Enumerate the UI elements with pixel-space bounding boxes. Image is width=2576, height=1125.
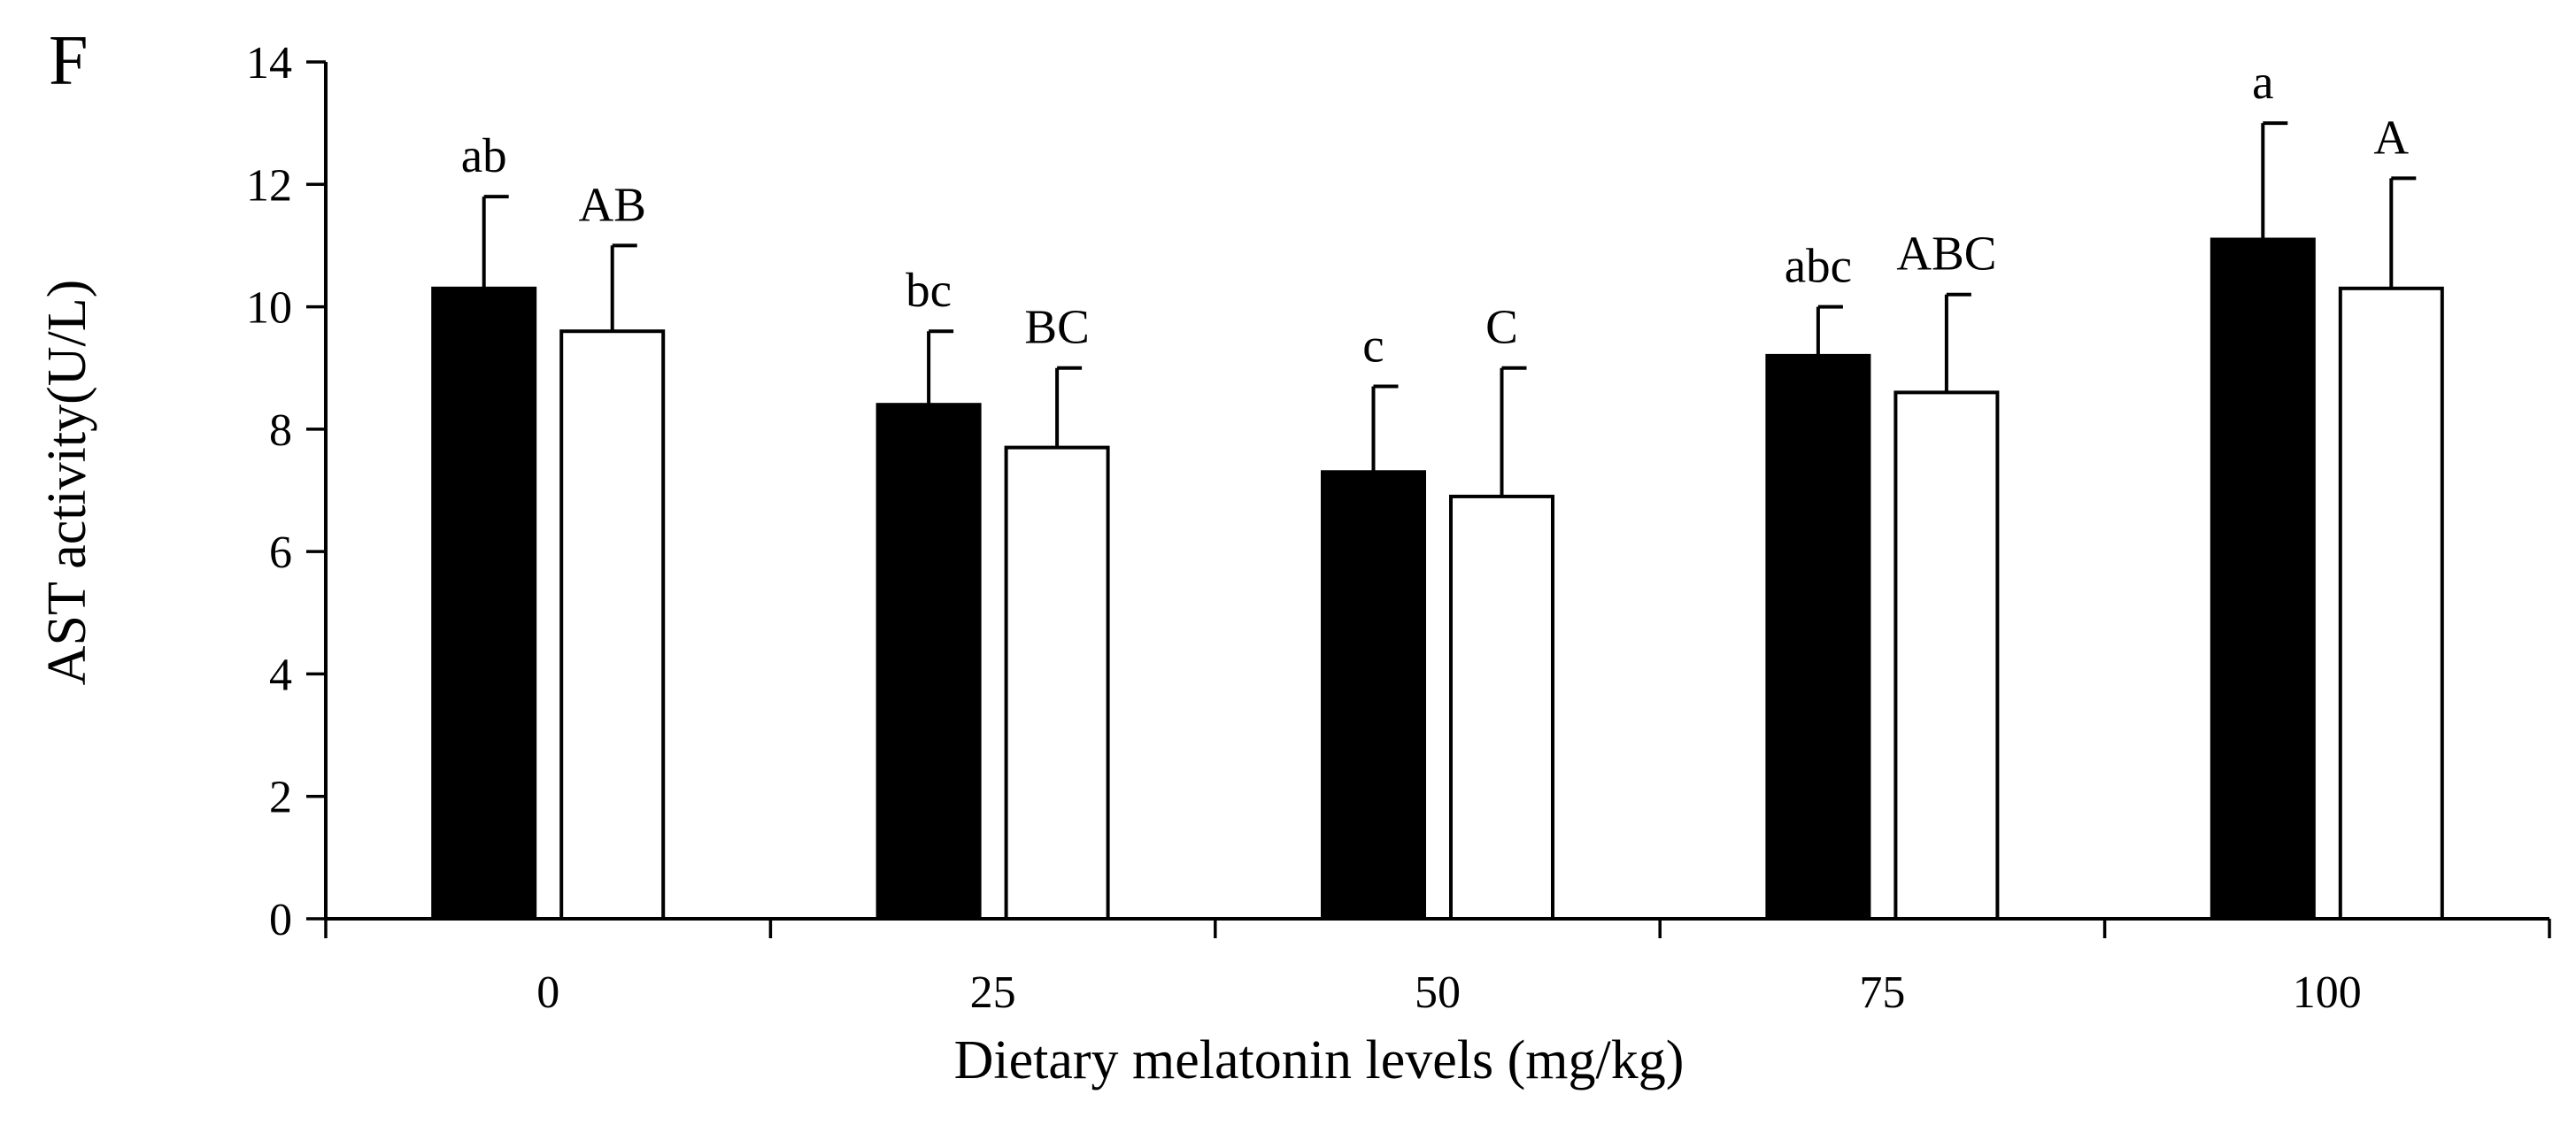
x-tick-label: 0	[536, 967, 559, 1018]
bar-1-50	[1321, 470, 1426, 921]
x-tick-label: 50	[1415, 967, 1461, 1018]
bar-2-75	[1893, 390, 2000, 921]
significance-label-2-50: C	[1485, 300, 1518, 354]
bar-1-25	[875, 403, 982, 921]
significance-label-1-100: a	[2252, 55, 2273, 109]
significance-label-2-0: AB	[578, 177, 645, 231]
y-tick-label: 14	[246, 38, 292, 89]
x-axis: 0 25 50 75 100	[324, 917, 2551, 1018]
significance-label-1-75: abc	[1785, 239, 1852, 293]
y-axis-title: AST activity(U/L)	[37, 280, 97, 686]
y-tick-label: 2	[269, 773, 292, 823]
significance-labels: ab bc c abc a AB BC C ABC A	[461, 55, 2410, 372]
y-tick-label: 10	[246, 283, 292, 334]
bar-1-0	[431, 286, 537, 921]
bar-2-0	[559, 329, 666, 921]
bar-1-100	[2210, 237, 2316, 921]
y-tick-label: 4	[269, 650, 292, 700]
bar-2-25	[1004, 445, 1110, 921]
significance-label-2-25: BC	[1024, 300, 1089, 354]
significance-label-1-25: bc	[906, 263, 952, 317]
x-tick-label: 100	[2293, 967, 2362, 1018]
y-tick-label: 6	[269, 528, 292, 578]
x-axis-title: Dietary melatonin levels (mg/kg)	[954, 1030, 1685, 1090]
y-tick-label: 0	[269, 895, 292, 945]
bars	[431, 237, 2444, 921]
bar-2-100	[2338, 286, 2444, 921]
y-axis: 0 2 4 6 8 10 12 14	[246, 38, 328, 945]
significance-label-2-75: ABC	[1896, 227, 1996, 281]
x-tick-label: 75	[1859, 967, 1905, 1018]
significance-label-1-0: ab	[461, 128, 507, 182]
y-tick-label: 12	[246, 160, 292, 211]
significance-label-2-100: A	[2373, 110, 2409, 164]
error-bars	[482, 121, 2417, 497]
x-tick-label: 25	[970, 967, 1016, 1018]
significance-label-1-50: c	[1362, 318, 1384, 372]
y-tick-label: 8	[269, 405, 292, 456]
bar-1-75	[1765, 353, 1871, 921]
bar-2-50	[1449, 494, 1554, 921]
panel-label: F	[49, 22, 89, 100]
